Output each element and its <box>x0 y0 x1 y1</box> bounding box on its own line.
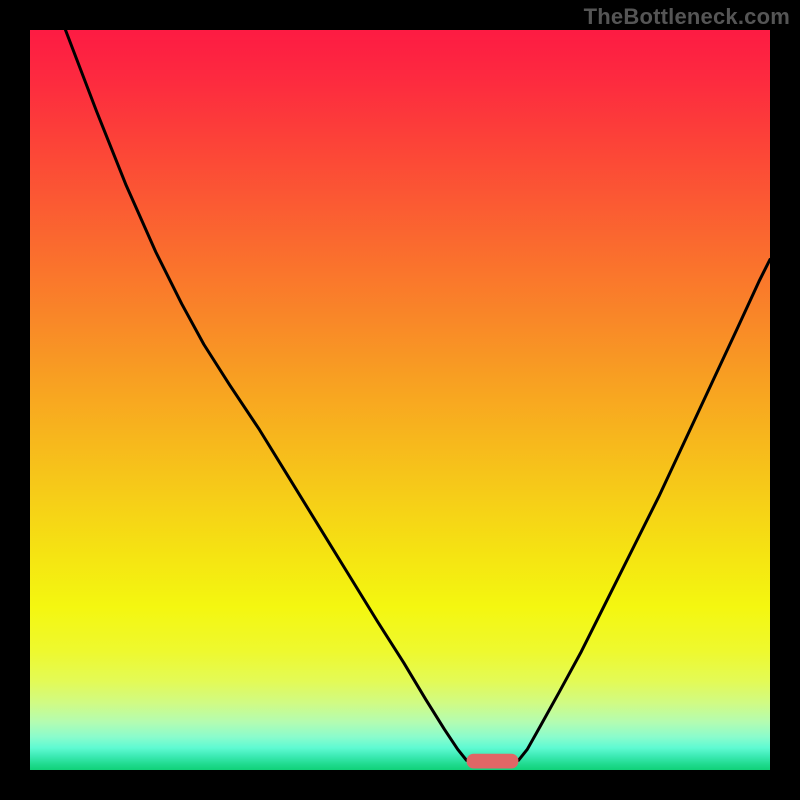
optimum-marker <box>467 754 519 769</box>
chart-container: { "watermark": "TheBottleneck.com", "cha… <box>0 0 800 800</box>
watermark-text: TheBottleneck.com <box>584 4 790 30</box>
bottleneck-curve-chart <box>0 0 800 800</box>
